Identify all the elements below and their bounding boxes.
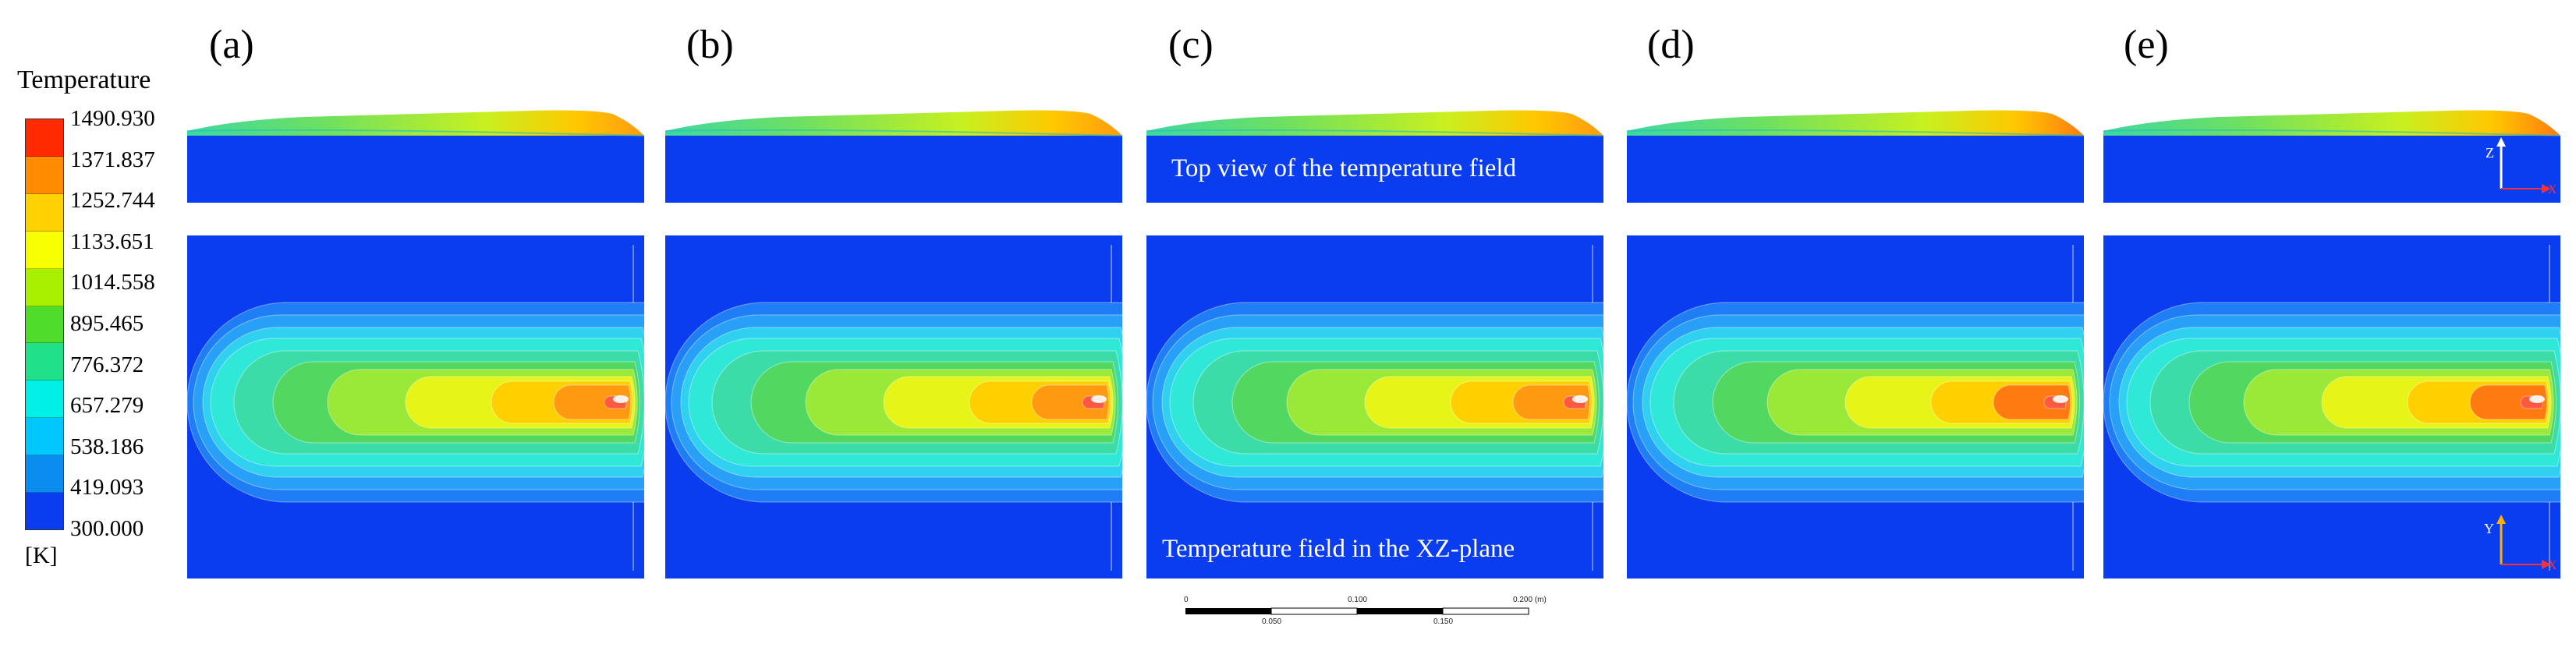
legend-unit: [K]: [25, 543, 58, 568]
legend-swatch-1: [26, 156, 63, 194]
side-view-e: [2103, 110, 2560, 203]
scale-label-0: 0: [1184, 596, 1189, 604]
legend-tick-label-5: 895.465: [70, 311, 144, 336]
panel-label-b: (b): [686, 23, 734, 67]
scale-bar-graphic: [1185, 607, 1529, 615]
plane-view-c: [1146, 235, 1603, 578]
x-axis-arrow: [2542, 560, 2551, 569]
legend-swatch-9: [26, 455, 63, 494]
heat-source-hotspot: [2529, 395, 2545, 403]
panel-label-d: (d): [1647, 23, 1695, 67]
bead-profile: [2103, 110, 2560, 136]
bead-contour: [2103, 129, 2560, 136]
legend-tick-label-1: 1371.837: [70, 147, 155, 172]
plane-view-e: [2103, 235, 2560, 578]
legend-swatch-6: [26, 343, 63, 381]
plane-view-caption: Temperature field in the XZ-plane: [1162, 535, 1515, 563]
bead-profile: [1146, 110, 1603, 136]
bead-profile: [665, 110, 1122, 136]
z-axis-arrow: [2496, 137, 2506, 147]
scale-bar: 0 0.100 0.200 (m) 0.050 0.150: [1170, 593, 1552, 639]
z-axis-label: Z: [2486, 145, 2494, 161]
x-axis-label: X: [2548, 559, 2556, 572]
scale-segment-1: [1185, 608, 1271, 614]
legend-tick-label-10: 300.000: [70, 516, 144, 541]
legend-title: Temperature: [17, 65, 151, 94]
bead-contour: [1146, 129, 1603, 136]
plane-view-d: [1627, 235, 2084, 578]
side-view-c: [1146, 110, 1603, 203]
legend-tick-label-0: 1490.930: [70, 106, 155, 131]
substrate: [1146, 136, 1603, 203]
substrate: [2103, 136, 2560, 203]
scale-segment-3: [1357, 608, 1443, 614]
bead-profile: [1627, 110, 2084, 136]
scale-segment-2: [1270, 607, 1358, 615]
temperature-contour-9: [553, 384, 632, 420]
legend-tick-label-8: 538.186: [70, 433, 144, 459]
legend-swatch-8: [26, 418, 63, 456]
legend-swatch-2: [26, 193, 63, 232]
heat-source-hotspot: [1091, 395, 1107, 403]
legend-swatch-0: [26, 119, 63, 157]
side-view-a: [187, 110, 644, 203]
substrate: [1627, 136, 2084, 203]
x-axis-arrow: [2542, 184, 2551, 193]
heat-source-hotspot: [2053, 395, 2068, 403]
legend-swatch-5: [26, 306, 63, 344]
axis-triad-zx: ZX: [2486, 137, 2556, 196]
legend-tick-label-9: 419.093: [70, 475, 144, 501]
scale-label-200: 0.200 (m): [1513, 596, 1547, 604]
substrate: [187, 136, 644, 203]
scale-segment-4: [1442, 607, 1529, 615]
legend-swatch-4: [26, 268, 63, 306]
legend-tick-label-3: 1133.651: [70, 228, 154, 254]
y-axis-label: Y: [2484, 521, 2494, 536]
temperature-contour-9: [2469, 384, 2548, 420]
legend-tick-label-6: 776.372: [70, 352, 144, 377]
scale-label-050: 0.050: [1262, 617, 1282, 626]
temperature-contour-9: [1512, 384, 1591, 420]
heat-source-hotspot: [613, 395, 629, 403]
legend-color-bar: [25, 119, 64, 530]
bead-contour: [1627, 129, 2084, 136]
plane-view-b: [665, 235, 1122, 578]
temperature-contour-9: [1031, 384, 1110, 420]
legend-swatch-3: [26, 231, 63, 269]
panel-label-c: (c): [1168, 23, 1214, 67]
legend-tick-label-7: 657.279: [70, 393, 144, 419]
substrate: [665, 136, 1122, 203]
side-view-b: [665, 110, 1122, 203]
y-axis-arrow: [2496, 515, 2506, 524]
scale-label-100: 0.100: [1348, 596, 1368, 604]
plane-view-a: [187, 235, 644, 578]
axis-triad-yx: YX: [2484, 515, 2556, 572]
side-view-d: [1627, 110, 2084, 203]
bead-contour: [665, 129, 1122, 136]
bead-contour: [187, 129, 644, 136]
panel-label-a: (a): [209, 23, 254, 67]
temperature-contour-9: [1993, 384, 2071, 420]
panel-label-e: (e): [2124, 23, 2169, 67]
legend-tick-label-4: 1014.558: [70, 270, 155, 295]
scale-label-150: 0.150: [1433, 617, 1454, 626]
top-view-caption: Top view of the temperature field: [1171, 154, 1517, 182]
bead-profile: [187, 110, 644, 136]
legend-swatch-7: [26, 380, 63, 419]
x-axis-label: X: [2548, 183, 2556, 196]
heat-source-hotspot: [1572, 395, 1588, 403]
legend-swatch-10: [26, 493, 63, 529]
legend-tick-label-2: 1252.744: [70, 188, 155, 214]
